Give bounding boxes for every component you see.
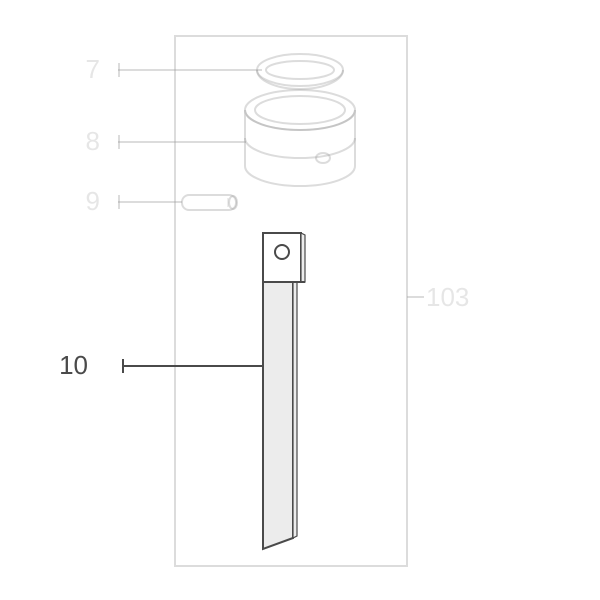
assembly-label: 103 bbox=[426, 282, 469, 312]
callout-9: 9 bbox=[86, 186, 182, 216]
part-9-pin bbox=[182, 195, 237, 210]
callout-label-10: 10 bbox=[59, 350, 88, 380]
exploded-view-diagram: 103 7 8 9 10 bbox=[0, 0, 600, 600]
callout-label-9: 9 bbox=[86, 186, 100, 216]
callout-7: 7 bbox=[86, 54, 262, 84]
callout-label-7: 7 bbox=[86, 54, 100, 84]
part-8-cylinder bbox=[245, 90, 355, 186]
callout-10: 10 bbox=[59, 350, 263, 380]
part-10-blade bbox=[263, 233, 305, 549]
callout-8: 8 bbox=[86, 126, 246, 156]
part-7-oring bbox=[257, 54, 343, 89]
callout-label-8: 8 bbox=[86, 126, 100, 156]
